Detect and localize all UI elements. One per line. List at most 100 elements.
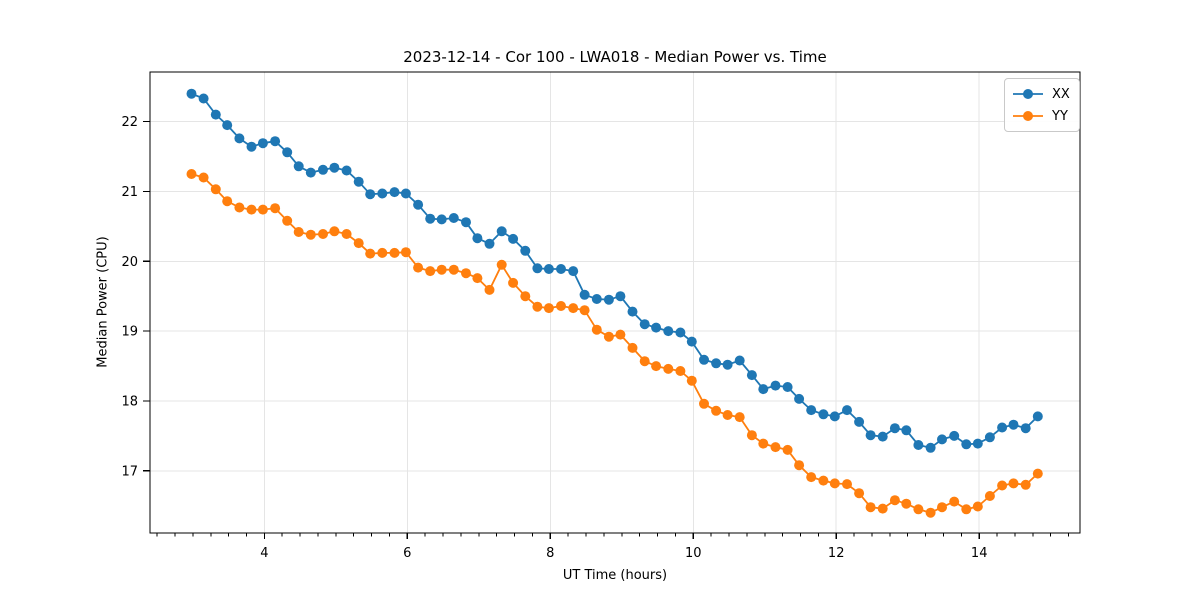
series-YY-point [1032,468,1043,479]
series-XX-point [663,326,674,337]
series-XX-point [1020,423,1031,434]
series-XX-point [925,442,936,453]
series-XX-point [806,405,817,416]
series-XX-point [520,245,531,256]
series-YY-point [782,444,793,455]
series-YY-point [758,438,769,449]
x-tick-label: 14 [971,546,988,561]
series-XX-point [425,213,436,224]
series-XX-point [1008,419,1019,430]
series-XX-point [532,263,543,274]
series-YY-point [663,363,674,374]
series-YY-point [341,229,352,239]
series-YY-point [627,342,638,353]
series-XX-point [877,431,888,442]
series-YY-point [794,460,805,471]
series-YY-point [937,502,947,513]
series-YY-point [1020,479,1031,490]
series-YY-point [854,488,865,499]
series-XX-point [603,294,614,305]
series-YY-point [461,268,471,279]
x-tick-label: 4 [260,546,268,561]
series-XX-point [818,409,829,420]
series-XX-point [508,233,519,244]
series-YY-point [734,412,745,423]
series-YY-point [818,475,829,486]
series-YY-point [984,491,995,501]
series-YY-point [675,366,686,376]
series-XX-point [222,120,233,131]
x-tick-label: 10 [685,546,702,561]
series-YY-point [877,503,888,514]
series-XX-point [353,176,364,187]
series-XX-point [270,136,281,147]
series-XX-point [436,214,447,225]
series-XX-point [556,264,566,274]
y-tick-label: 22 [121,115,138,130]
series-YY-point [520,291,531,302]
series-XX-point [377,188,388,199]
legend-label-yy: YY [1052,108,1068,124]
series-XX-point [722,359,733,370]
series-YY-point [436,264,447,275]
series-YY-point [568,303,579,314]
series-XX-point [400,188,411,199]
series-XX-point [686,336,697,347]
series-XX-point [972,438,983,449]
series-XX-point [198,93,209,104]
series-XX-point [997,422,1008,433]
series-XX-point [854,416,865,427]
series-YY-point [234,202,245,213]
legend-entry-yy: YY [1012,105,1070,127]
y-tick-label: 17 [121,464,138,479]
x-tick-label: 6 [403,546,411,561]
series-XX-point [627,306,638,317]
series-YY-point [318,229,328,239]
series-YY-point [686,375,697,386]
series-YY-point [651,361,662,372]
series-YY-point [556,301,566,311]
series-YY-point [508,277,519,288]
series-XX-point [699,354,709,365]
series-YY-point [591,324,602,335]
series-YY-point [770,442,781,453]
series-XX-point [794,393,805,404]
series-YY-point [210,184,221,195]
series-XX-point [829,411,840,422]
series-YY-point [543,303,554,314]
y-tick-label: 18 [121,395,138,410]
series-XX-point [842,405,852,416]
series-XX-point [329,162,340,173]
series-YY-point [472,273,483,284]
series-YY-point [711,405,722,416]
plot-border [149,71,1081,534]
series-YY-point [257,204,268,215]
series-XX-point [448,213,459,223]
series-XX-point [913,440,924,450]
series-XX-point [782,382,793,392]
series-YY-point [484,284,495,295]
legend-label-xx: XX [1052,86,1070,102]
series-YY-point [425,266,436,277]
series-XX-point [770,380,781,391]
series-XX-point [937,434,947,445]
series-YY-point [722,410,733,420]
series-XX-point [282,147,293,158]
series-YY-line [191,173,1039,514]
series-XX-point [711,358,722,369]
x-tick-label: 8 [546,546,554,561]
series-XX-point [591,294,602,304]
series-YY-point [699,398,709,409]
series-YY-point [889,495,900,506]
series-XX-point [949,430,960,441]
legend-line-marker-icon [1013,89,1043,99]
series-XX-point [389,187,400,198]
legend: XX YY [1004,78,1080,132]
y-axis-label: Median Power (CPU) [95,236,111,368]
series-XX-point [543,264,554,274]
series-YY-point [925,507,936,518]
series-YY-point [353,238,364,249]
series-XX-point [186,88,197,99]
